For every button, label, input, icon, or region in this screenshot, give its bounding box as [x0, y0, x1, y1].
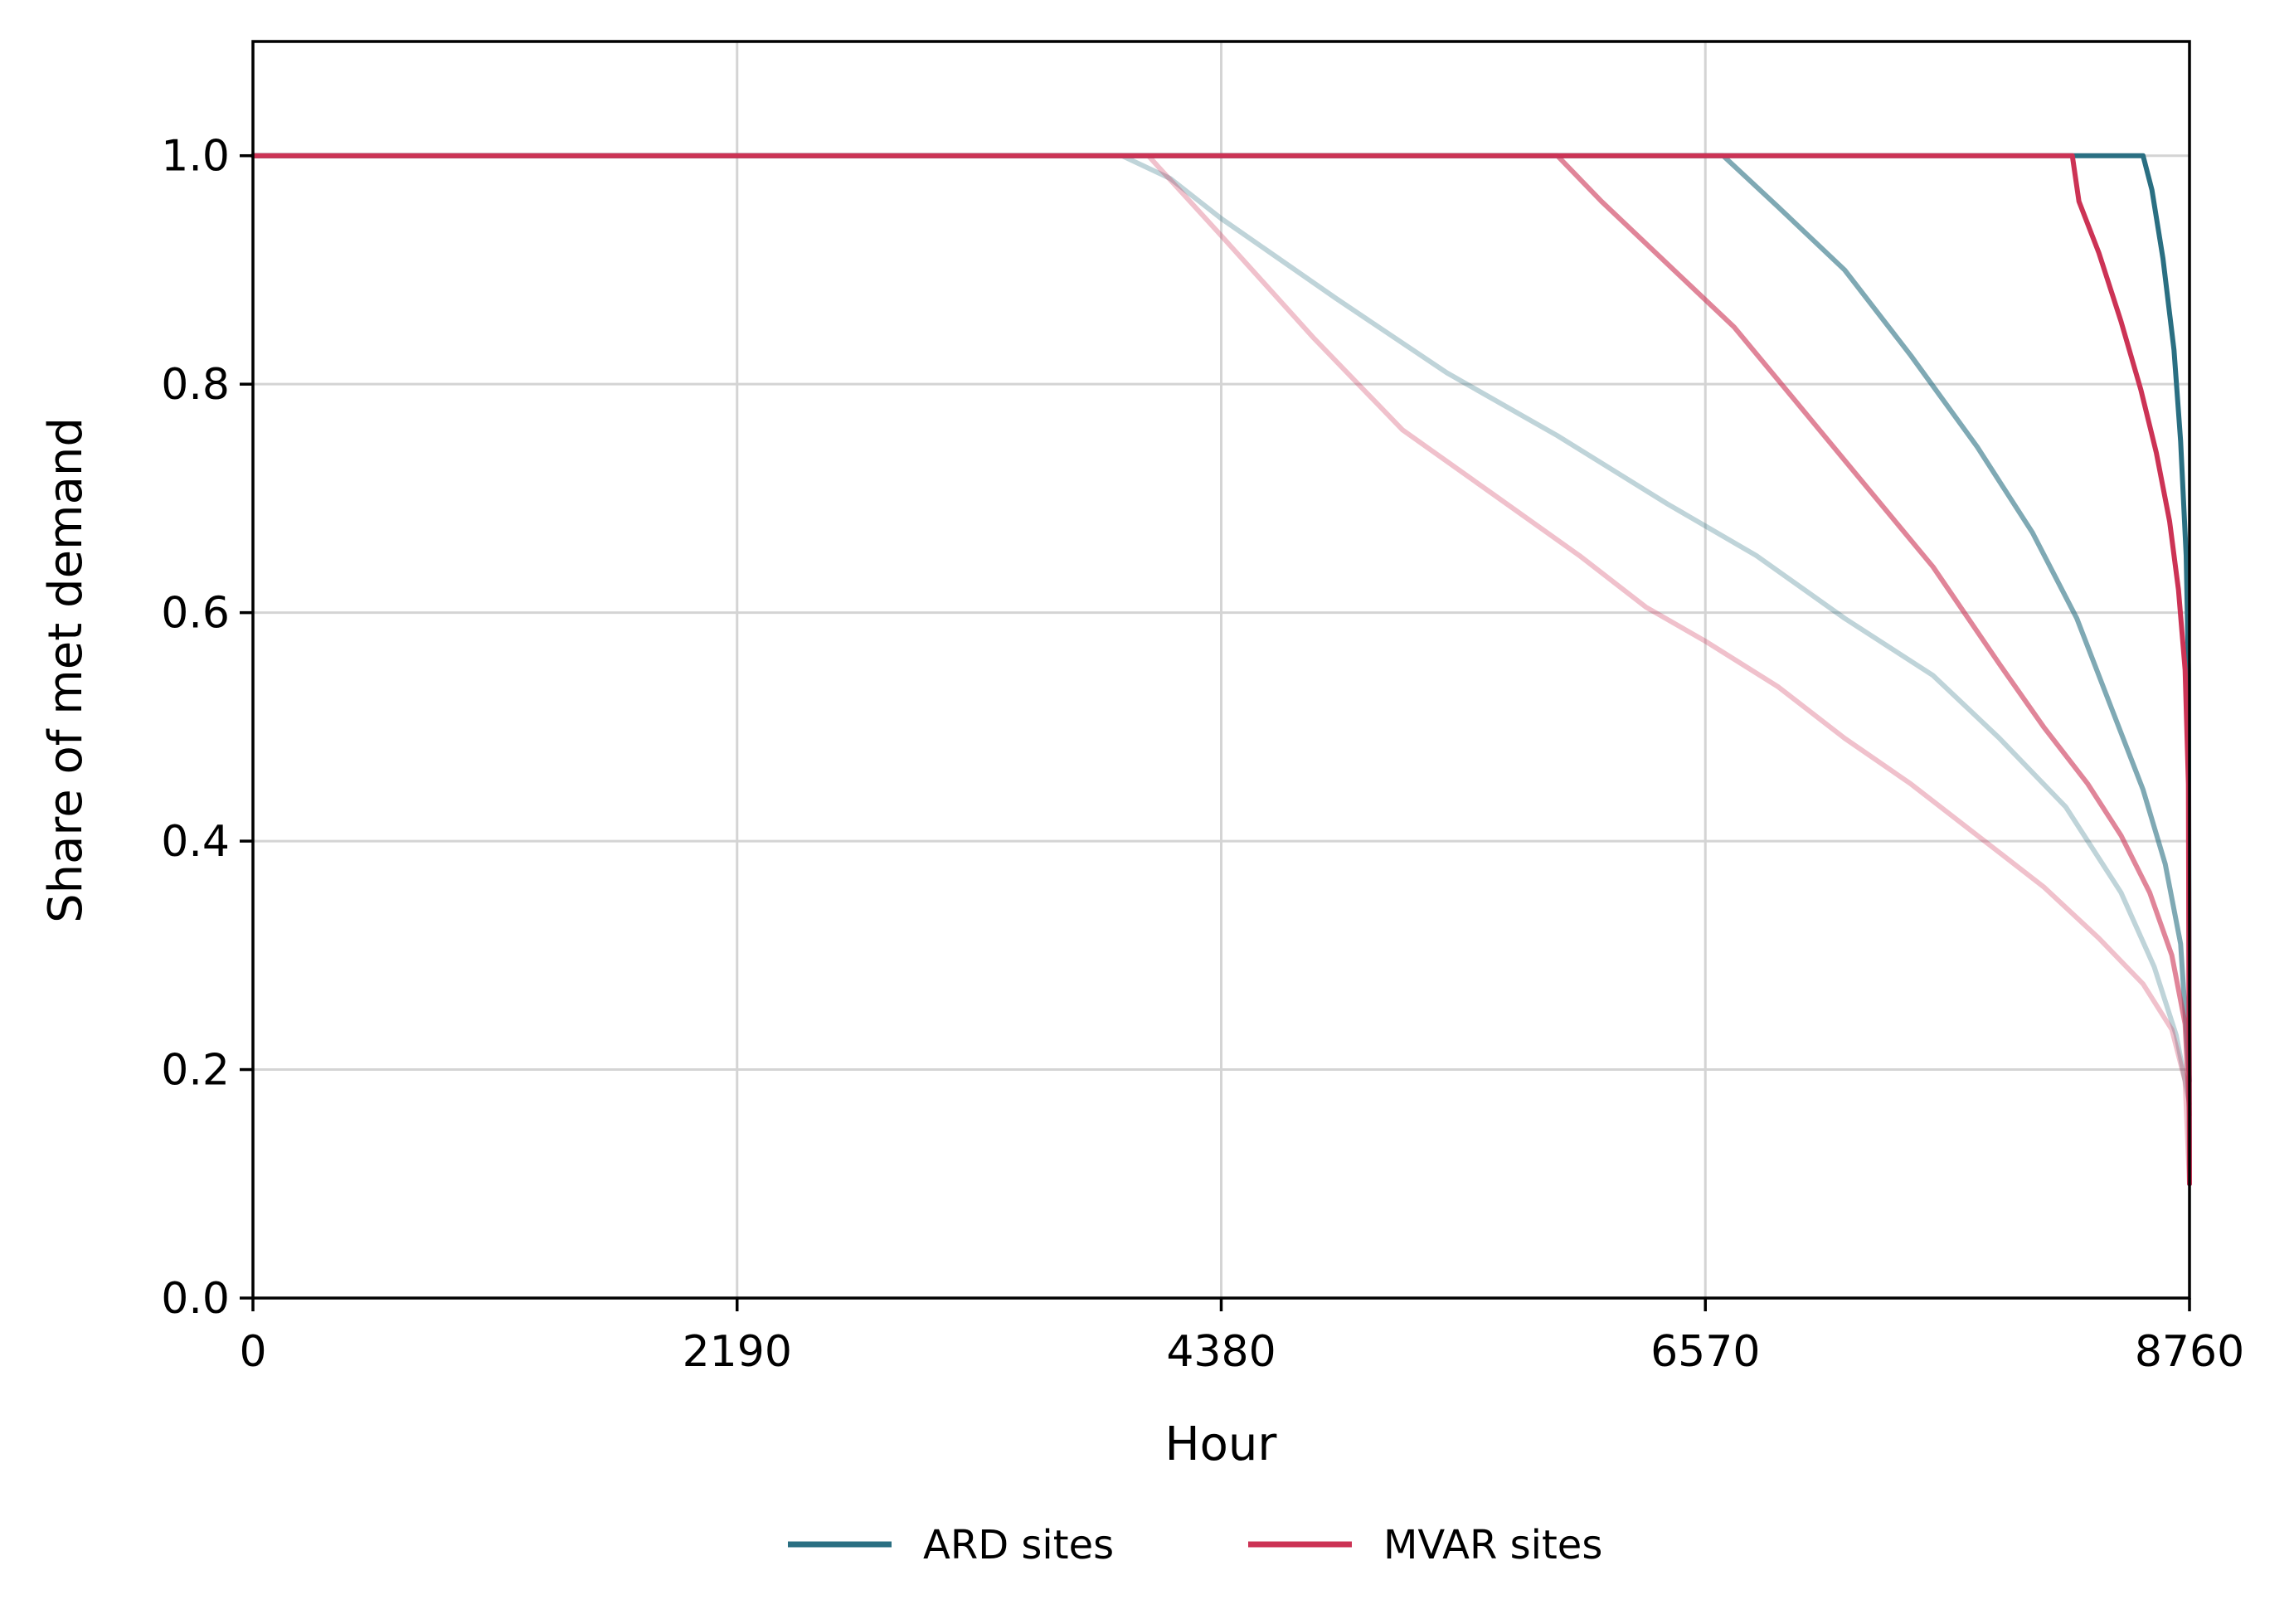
y-axis-title: Share of met demand	[39, 417, 93, 923]
series-layer	[250, 153, 2192, 1187]
mvar-series-line	[250, 153, 2192, 1118]
x-tick-label: 8760	[2135, 1327, 2244, 1377]
y-tick-label: 0.6	[161, 589, 230, 639]
x-tick-label: 4380	[1166, 1327, 1276, 1377]
ard-series-line	[250, 153, 2192, 1084]
y-tick-label: 1.0	[161, 132, 230, 182]
y-tick-label: 0.0	[161, 1274, 230, 1324]
legend-label: ARD sites	[923, 1522, 1114, 1568]
y-tick-label: 0.8	[161, 360, 230, 410]
y-tick-label: 0.2	[161, 1046, 230, 1096]
ard-series-line	[250, 153, 2192, 1106]
mvar-series-line	[250, 153, 2192, 1187]
x-tick-label: 0	[239, 1327, 266, 1377]
x-axis-title: Hour	[1165, 1417, 1278, 1471]
legend-label: MVAR sites	[1383, 1522, 1602, 1568]
ard-series-line	[250, 153, 2192, 1187]
mvar-series-line	[250, 153, 2192, 1187]
legend: ARD sites MVAR sites	[788, 1522, 1602, 1568]
x-tick-label: 2190	[683, 1327, 792, 1377]
x-tick-label: 6570	[1650, 1327, 1760, 1377]
y-tick-label: 0.4	[161, 817, 230, 867]
axis-ticks: 0 2190 4380 6570 8760 0.0 0.2 0.4 0.6 0.8 1.0	[161, 132, 2244, 1377]
